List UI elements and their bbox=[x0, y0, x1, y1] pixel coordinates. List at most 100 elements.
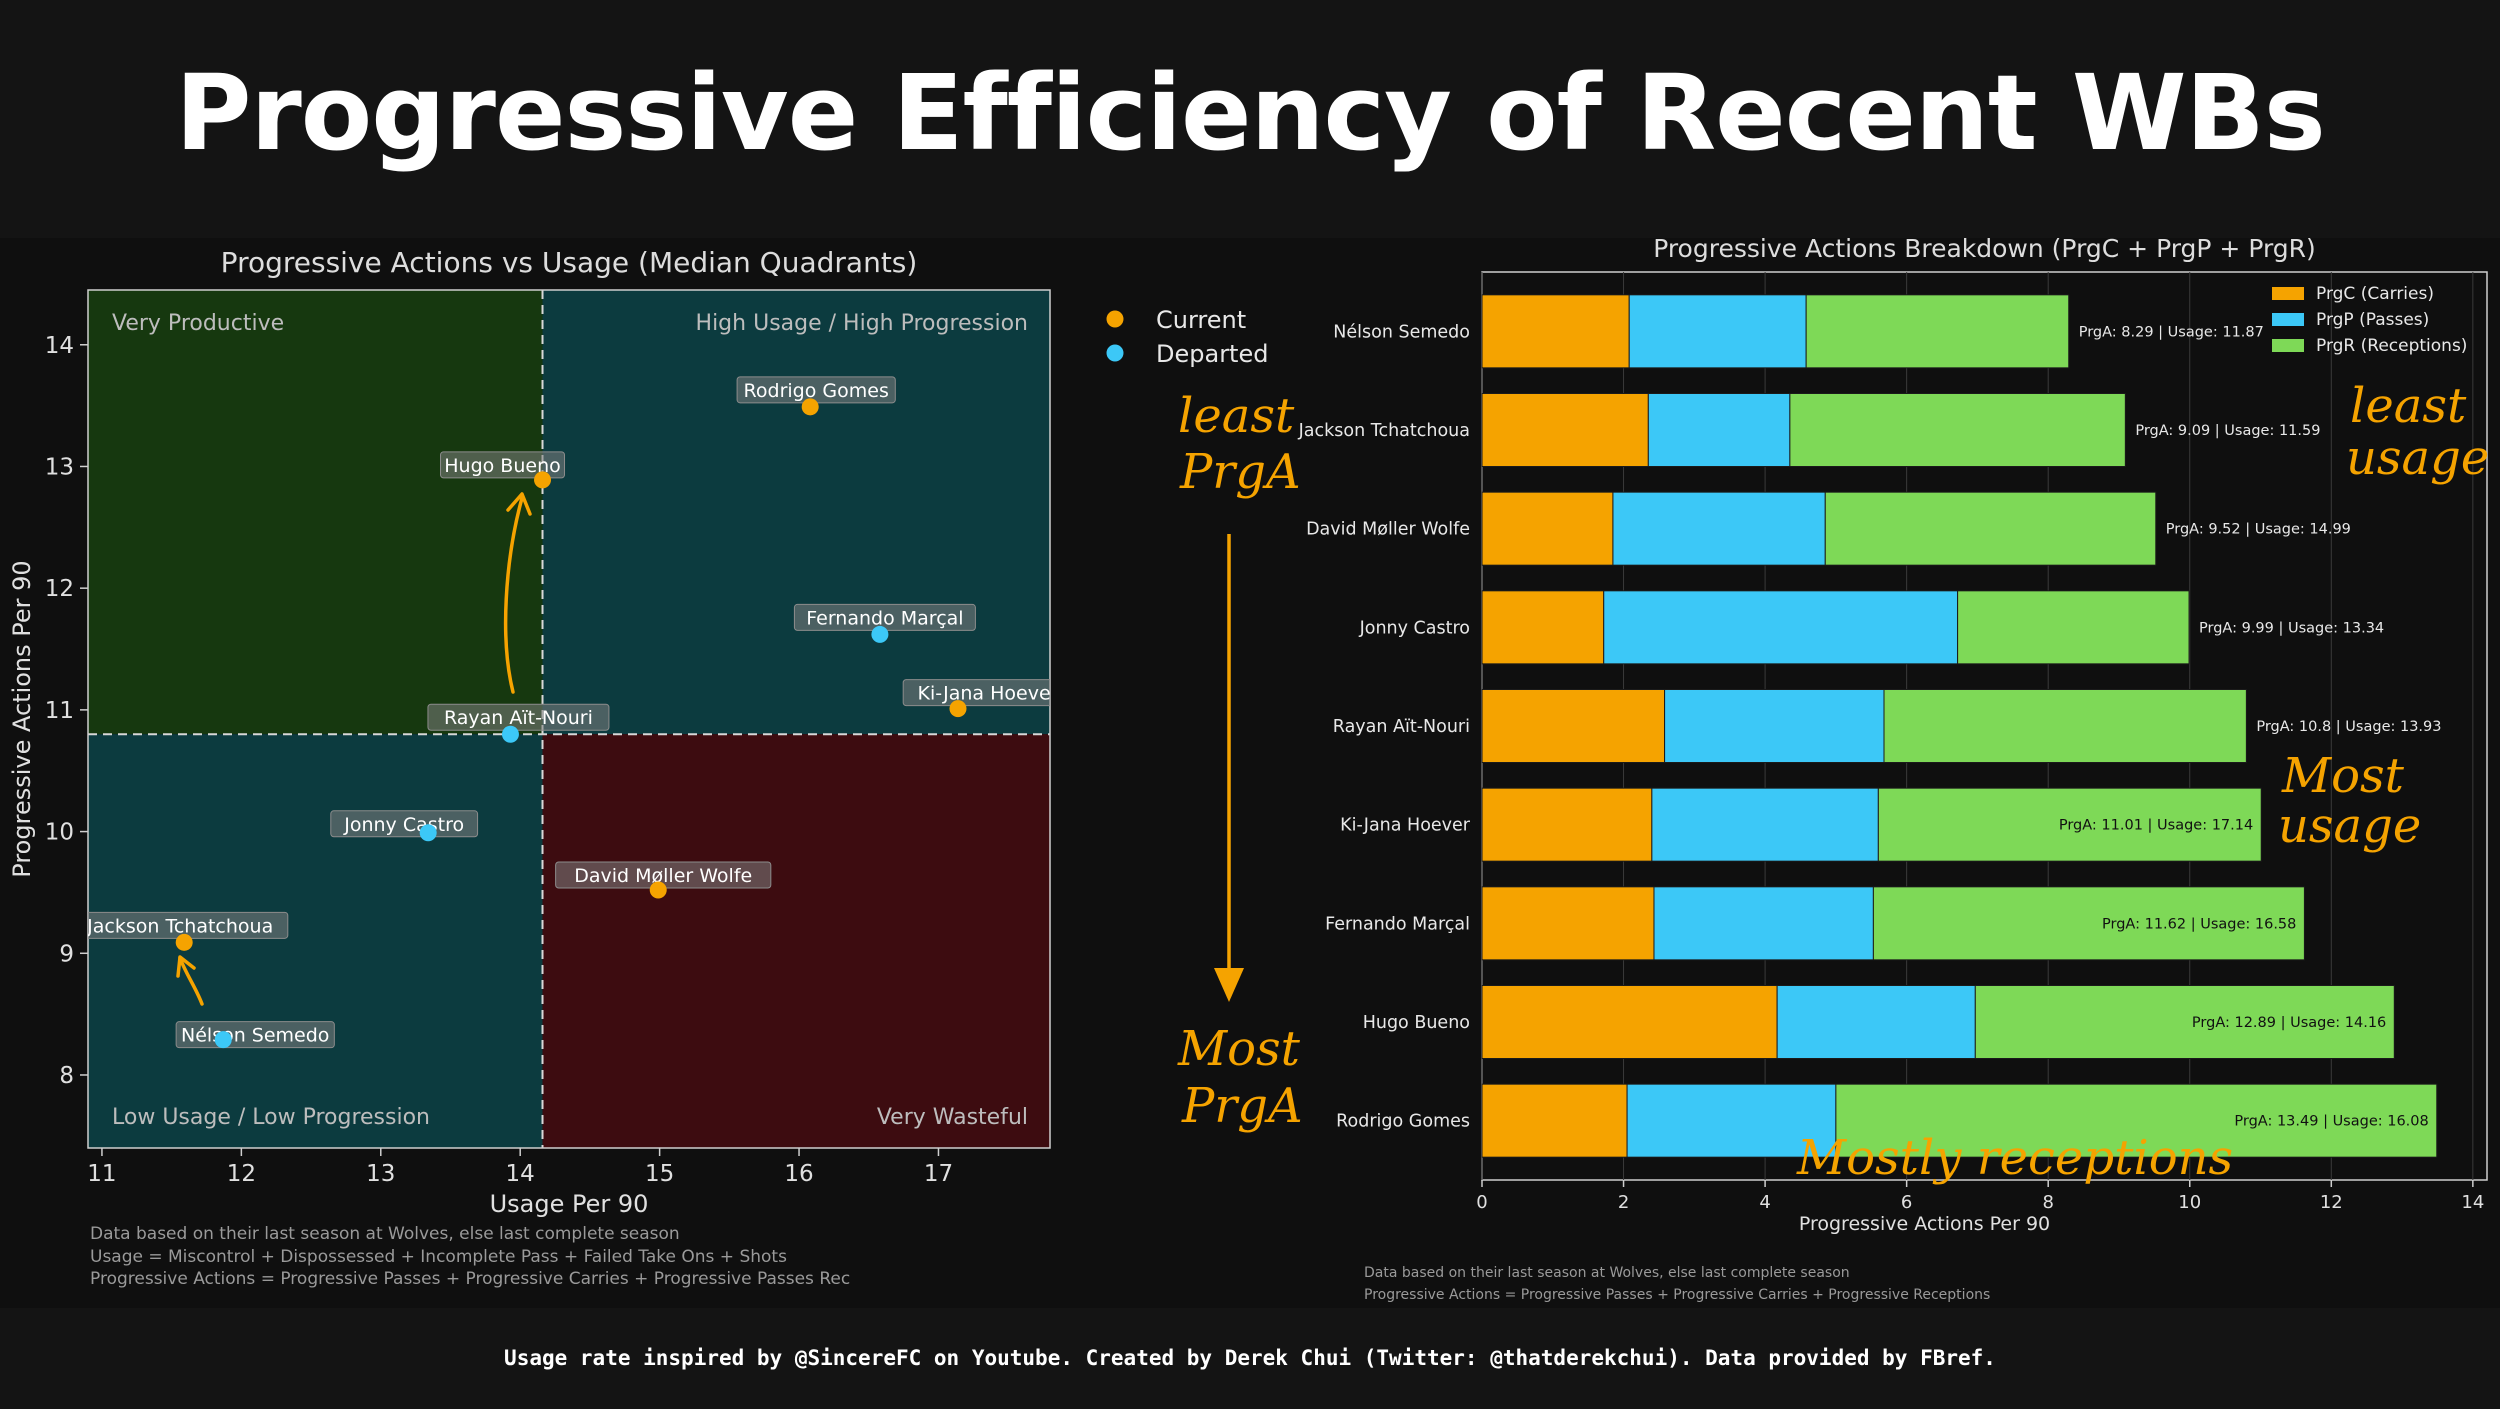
bar-value-label: PrgA: 12.89 | Usage: 14.16 bbox=[2192, 1015, 2386, 1031]
bar-segment bbox=[1481, 1083, 1628, 1158]
bar-legend-swatch bbox=[2272, 339, 2304, 352]
bar-category-label: Rodrigo Gomes bbox=[1336, 1112, 1470, 1132]
bar-x-tick-label: 0 bbox=[1476, 1192, 1487, 1213]
x-axis-label: Usage Per 90 bbox=[490, 1190, 649, 1218]
point-label-box bbox=[330, 810, 479, 838]
bar-segment bbox=[1603, 590, 1959, 665]
scatter-point bbox=[419, 824, 437, 842]
bar-x-tick-label: 10 bbox=[2178, 1192, 2201, 1213]
annotation-arrowhead bbox=[506, 492, 532, 516]
point-label: David Møller Wolfe bbox=[574, 865, 752, 887]
bar-x-tick-label: 12 bbox=[2320, 1192, 2343, 1213]
bar-x-tick-label: 14 bbox=[2461, 1192, 2484, 1213]
point-label-box bbox=[902, 679, 1050, 707]
quadrant-high-usage-high-progression bbox=[542, 290, 1050, 735]
annotation-text: PrgA bbox=[1179, 444, 1301, 500]
x-tick-label: 14 bbox=[506, 1161, 535, 1187]
bar-value-label: PrgA: 9.99 | Usage: 13.34 bbox=[2199, 620, 2384, 636]
legend-departed-label: Departed bbox=[1156, 340, 1268, 368]
bar-x-tick-label: 4 bbox=[1759, 1192, 1770, 1213]
bar-value-label: PrgA: 13.49 | Usage: 16.08 bbox=[2234, 1114, 2428, 1130]
annotation-text: usage bbox=[2346, 430, 2489, 486]
quadrant-label: Very Productive bbox=[112, 311, 284, 336]
y-tick-label: 10 bbox=[45, 820, 74, 846]
scatter-title: Progressive Actions vs Usage (Median Qua… bbox=[221, 246, 918, 279]
bar-segment bbox=[1481, 393, 1649, 467]
bar-value-label: PrgA: 9.09 | Usage: 11.59 bbox=[2135, 423, 2320, 439]
bar-segment bbox=[1653, 886, 1874, 961]
bar-segment bbox=[1481, 294, 1630, 369]
bar-segment bbox=[1647, 393, 1791, 467]
annotation-text: least bbox=[1178, 388, 1295, 444]
bar-segment bbox=[1651, 787, 1879, 862]
bar-category-label: Jackson Tchatchoua bbox=[1298, 421, 1470, 441]
bar-segment bbox=[1664, 689, 1885, 763]
bar-segment bbox=[1877, 787, 2262, 862]
bar-segment bbox=[1626, 1083, 1837, 1158]
y-tick-label: 9 bbox=[59, 941, 74, 967]
annotation-text: usage bbox=[2278, 798, 2421, 854]
annotation-text: Most bbox=[1177, 1021, 1301, 1077]
annotation-arrowhead bbox=[1214, 968, 1244, 1002]
page-title: Progressive Efficiency of Recent WBs bbox=[175, 52, 2325, 174]
point-label: Hugo Bueno bbox=[444, 455, 561, 477]
bar-legend-swatch bbox=[2272, 287, 2304, 300]
bar-segment bbox=[1481, 491, 1614, 566]
bar-x-tick-label: 6 bbox=[1901, 1192, 1912, 1213]
bar-value-label: PrgA: 9.52 | Usage: 14.99 bbox=[2166, 522, 2351, 538]
note-line: Progressive Actions = Progressive Passes… bbox=[1364, 1287, 1991, 1303]
bar-x-axis-label: Progressive Actions Per 90 bbox=[1799, 1213, 2050, 1235]
x-tick-label: 17 bbox=[924, 1161, 953, 1187]
bar-segment bbox=[1835, 1083, 2438, 1158]
bar-segment bbox=[1481, 689, 1666, 763]
bar-value-label: PrgA: 11.01 | Usage: 17.14 bbox=[2059, 818, 2253, 834]
point-label: Fernando Marçal bbox=[806, 607, 963, 629]
bar-category-label: Fernando Marçal bbox=[1325, 914, 1470, 934]
x-tick-label: 12 bbox=[227, 1161, 256, 1187]
bar-segment bbox=[1974, 985, 2395, 1059]
legend-current-marker bbox=[1106, 310, 1124, 328]
y-tick-label: 8 bbox=[59, 1063, 74, 1089]
bar-category-label: Hugo Bueno bbox=[1363, 1013, 1470, 1033]
quadrant-label: Low Usage / Low Progression bbox=[112, 1105, 430, 1130]
x-tick-label: 11 bbox=[87, 1161, 116, 1187]
scatter-notes: Data based on their last season at Wolve… bbox=[90, 1223, 850, 1291]
scatter-point bbox=[501, 725, 519, 743]
legend-current-label: Current bbox=[1156, 306, 1246, 334]
bar-segment bbox=[1883, 689, 2247, 763]
quadrant-label: High Usage / High Progression bbox=[696, 311, 1028, 336]
y-tick-label: 13 bbox=[45, 454, 74, 480]
bar-x-tick-label: 2 bbox=[1618, 1192, 1629, 1213]
quadrant-very-wasteful bbox=[542, 734, 1050, 1148]
annotation-arrow bbox=[503, 496, 524, 694]
bar-segment bbox=[1789, 393, 2126, 467]
y-axis-label: Progressive Actions Per 90 bbox=[8, 560, 36, 877]
bar-category-label: Nélson Semedo bbox=[1333, 322, 1470, 342]
scatter-frame bbox=[87, 289, 1051, 1149]
bar-x-tick-label: 8 bbox=[2042, 1192, 2053, 1213]
scatter-point bbox=[175, 933, 193, 951]
scatter-point bbox=[534, 471, 552, 489]
quadrant-very-productive bbox=[88, 290, 543, 735]
annotation-text: PrgA bbox=[1181, 1078, 1303, 1134]
y-tick-label: 11 bbox=[45, 698, 74, 724]
note-line: Data based on their last season at Wolve… bbox=[90, 1224, 680, 1244]
bar-segment bbox=[1872, 886, 2305, 961]
quadrant-low-usage-low-progression bbox=[88, 734, 543, 1148]
bar-legend-label: PrgP (Passes) bbox=[2316, 310, 2429, 330]
note-line: Data based on their last season at Wolve… bbox=[1364, 1265, 1850, 1281]
point-label: Nélson Semedo bbox=[181, 1025, 329, 1047]
annotation-arrow bbox=[178, 956, 204, 1006]
note-line: Progressive Actions = Progressive Passes… bbox=[90, 1269, 851, 1289]
annotation-arrowhead bbox=[176, 955, 196, 978]
bar-legend-swatch bbox=[2272, 313, 2304, 326]
scatter-point bbox=[649, 881, 667, 899]
bar-segment bbox=[1824, 491, 2157, 566]
footer-credit: Usage rate inspired by @SincereFC on You… bbox=[504, 1346, 1996, 1370]
bar-value-label: PrgA: 11.62 | Usage: 16.58 bbox=[2102, 916, 2296, 932]
bar-title: Progressive Actions Breakdown (PrgC + Pr… bbox=[1653, 234, 2316, 263]
bar-segment bbox=[1776, 985, 1976, 1059]
scatter-point bbox=[871, 625, 889, 643]
point-label: Rayan Aït-Nouri bbox=[444, 707, 593, 729]
